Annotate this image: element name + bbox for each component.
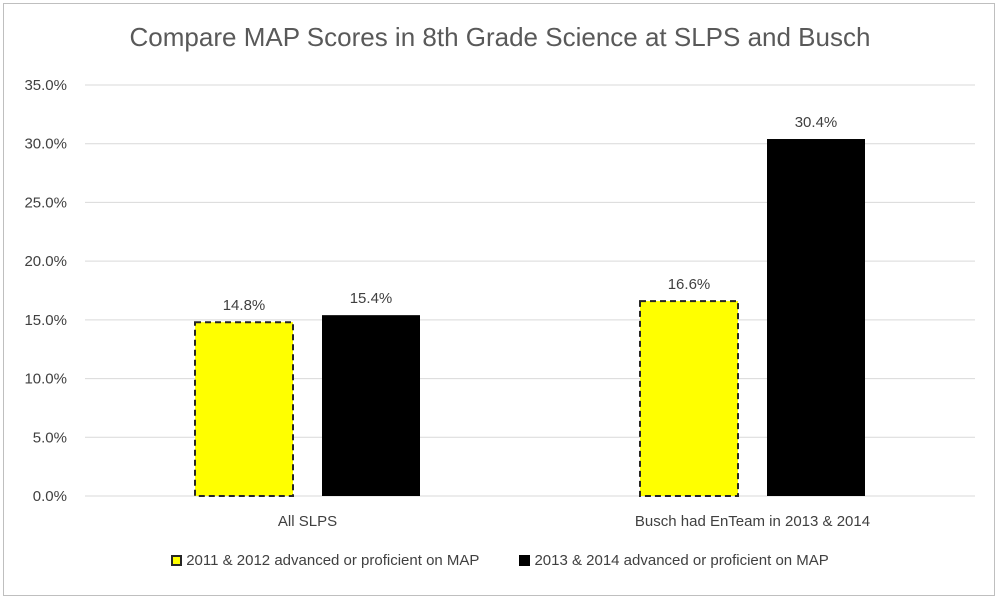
y-tick-label: 30.0% — [24, 136, 67, 153]
y-tick-label: 25.0% — [24, 194, 67, 211]
data-label: 14.8% — [223, 297, 266, 314]
y-tick-label: 5.0% — [33, 429, 67, 446]
y-tick-label: 20.0% — [24, 253, 67, 270]
data-label: 15.4% — [350, 290, 393, 307]
data-label: 16.6% — [668, 276, 711, 293]
chart-legend: 2011 & 2012 advanced or proficient on MA… — [0, 552, 1000, 569]
bar — [767, 139, 865, 496]
bar — [194, 321, 294, 497]
x-category-label: All SLPS — [278, 513, 337, 530]
y-tick-label: 35.0% — [24, 77, 67, 94]
legend-label: 2011 & 2012 advanced or proficient on MA… — [186, 552, 480, 569]
y-tick-label: 15.0% — [24, 312, 67, 329]
data-label: 30.4% — [795, 114, 838, 131]
bar — [639, 300, 739, 497]
legend-label: 2013 & 2014 advanced or proficient on MA… — [534, 552, 829, 569]
legend-item: 2013 & 2014 advanced or proficient on MA… — [519, 552, 829, 569]
y-tick-label: 0.0% — [33, 488, 67, 505]
legend-item: 2011 & 2012 advanced or proficient on MA… — [171, 552, 479, 569]
bar — [322, 315, 420, 496]
x-category-label: Busch had EnTeam in 2013 & 2014 — [635, 513, 870, 530]
legend-swatch — [171, 555, 183, 566]
y-tick-label: 10.0% — [24, 371, 67, 388]
legend-swatch — [519, 555, 531, 566]
chart-title: Compare MAP Scores in 8th Grade Science … — [129, 22, 871, 52]
